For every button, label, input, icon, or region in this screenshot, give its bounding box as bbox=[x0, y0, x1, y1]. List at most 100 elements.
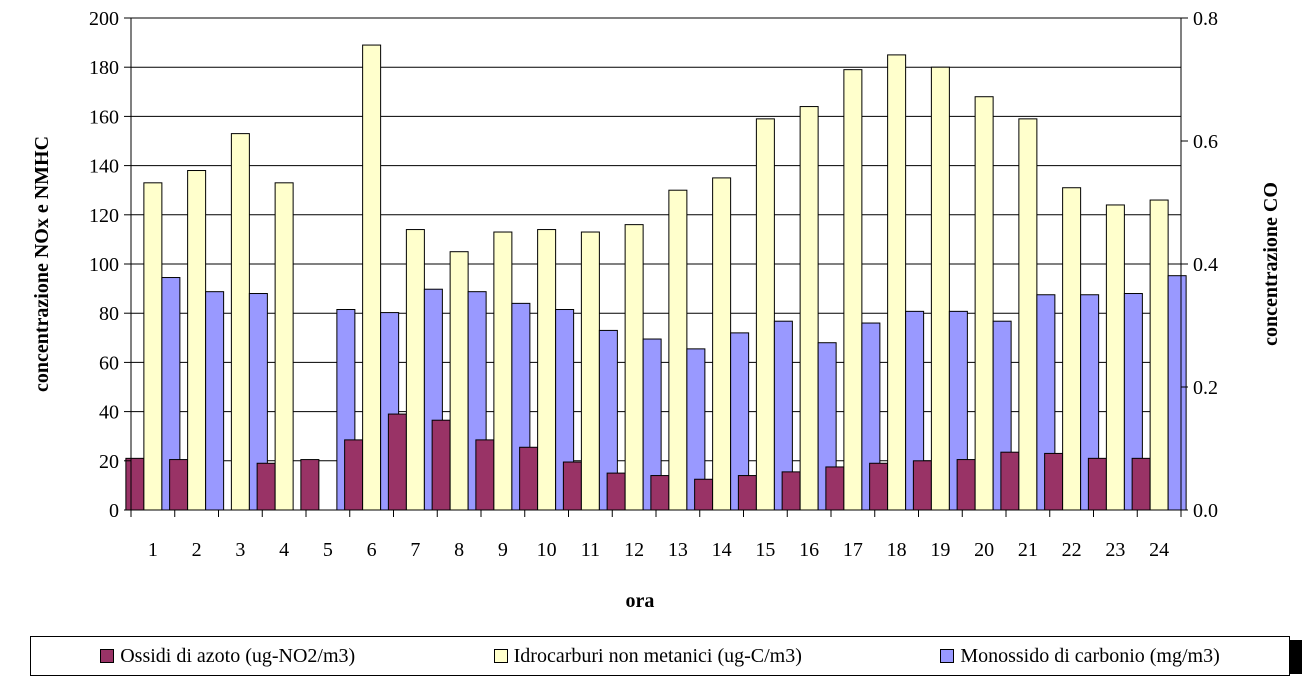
x-tick-label: 19 bbox=[930, 539, 950, 561]
bar-nmhc-2 bbox=[187, 170, 207, 511]
bar-nox-7 bbox=[387, 413, 407, 511]
bar-nox-19 bbox=[912, 460, 932, 511]
x-tick-label: 10 bbox=[537, 539, 557, 561]
bar-nmhc-14 bbox=[712, 177, 732, 511]
legend: Ossidi di azoto (ug-NO2/m3) Idrocarburi … bbox=[30, 636, 1290, 676]
y-tick-label: 120 bbox=[89, 205, 119, 227]
bar-nox-16 bbox=[781, 471, 801, 511]
x-tick-label: 24 bbox=[1149, 539, 1169, 561]
bar-nmhc-7 bbox=[405, 229, 425, 511]
y-tick-label: 80 bbox=[99, 303, 119, 325]
bar-nmhc-22 bbox=[1062, 187, 1082, 511]
y-tick-label: 160 bbox=[89, 106, 119, 128]
bar-nox-2 bbox=[169, 459, 189, 511]
bar-nox-10 bbox=[519, 446, 539, 511]
x-tick-label: 9 bbox=[498, 539, 508, 561]
bar-nox-24 bbox=[1131, 457, 1151, 511]
y-tick-label: 100 bbox=[89, 254, 119, 276]
bar-nox-11 bbox=[562, 461, 582, 511]
x-tick-label: 8 bbox=[454, 539, 464, 561]
y2-tick-label: 0.6 bbox=[1193, 131, 1218, 153]
x-tick-label: 21 bbox=[1018, 539, 1038, 561]
bar-nmhc-13 bbox=[668, 189, 688, 511]
x-tick-label: 22 bbox=[1062, 539, 1082, 561]
bar-nmhc-9 bbox=[493, 231, 513, 511]
x-tick-label: 7 bbox=[410, 539, 420, 561]
bar-nmhc-18 bbox=[887, 54, 907, 511]
bar-nox-8 bbox=[431, 419, 451, 511]
bar-nmhc-24 bbox=[1149, 199, 1169, 511]
bar-nox-23 bbox=[1087, 457, 1107, 511]
legend-swatch-nox bbox=[100, 649, 115, 663]
bar-nox-14 bbox=[694, 478, 714, 511]
x-tick-label: 17 bbox=[843, 539, 863, 561]
bar-nmhc-12 bbox=[624, 224, 644, 511]
y2-tick-label: 0.4 bbox=[1193, 254, 1218, 276]
x-tick-label: 6 bbox=[367, 539, 377, 561]
bar-nox-13 bbox=[650, 475, 670, 511]
legend-swatch-co bbox=[940, 649, 955, 663]
y2-tick-label: 0.8 bbox=[1193, 8, 1218, 30]
y-tick-label: 20 bbox=[99, 451, 119, 473]
x-tick-label: 2 bbox=[192, 539, 202, 561]
x-tick-label: 23 bbox=[1105, 539, 1125, 561]
bar-nmhc-1 bbox=[143, 182, 163, 511]
legend-label-nox: Ossidi di azoto (ug-NO2/m3) bbox=[120, 644, 356, 667]
bar-nox-5 bbox=[300, 459, 320, 511]
y-tick-label: 180 bbox=[89, 57, 119, 79]
bar-nox-1 bbox=[125, 457, 145, 511]
bar-layer bbox=[125, 44, 1187, 511]
x-tick-label: 16 bbox=[799, 539, 819, 561]
bar-nmhc-17 bbox=[843, 69, 863, 511]
y-tick-label: 40 bbox=[99, 402, 119, 424]
bar-nox-22 bbox=[1044, 452, 1064, 511]
bar-nox-21 bbox=[1000, 451, 1020, 511]
x-tick-label: 14 bbox=[712, 539, 732, 561]
bar-nox-9 bbox=[475, 439, 495, 511]
bar-nmhc-3 bbox=[230, 133, 250, 511]
x-tick-label: 4 bbox=[279, 539, 289, 561]
y-tick-label: 0 bbox=[109, 500, 119, 522]
y-tick-label: 140 bbox=[89, 156, 119, 178]
x-tick-label: 5 bbox=[323, 539, 333, 561]
y-axis-title: concentrazione NOx e NMHC bbox=[31, 136, 53, 392]
y-tick-label: 200 bbox=[89, 8, 119, 30]
bar-nox-15 bbox=[737, 475, 757, 511]
bar-nmhc-11 bbox=[580, 231, 600, 511]
bar-nmhc-15 bbox=[755, 118, 775, 511]
y2-axis-title: concentrazione CO bbox=[1260, 182, 1282, 346]
legend-item-nmhc: Idrocarburi non metanici (ug-C/m3) bbox=[493, 645, 802, 668]
bar-nmhc-20 bbox=[974, 96, 994, 511]
bar-co-2 bbox=[205, 291, 225, 511]
bar-nox-4 bbox=[256, 462, 276, 511]
legend-item-nox: Ossidi di azoto (ug-NO2/m3) bbox=[100, 645, 355, 668]
bar-nmhc-21 bbox=[1018, 118, 1038, 511]
legend-edge-block bbox=[1290, 640, 1302, 674]
label-layer: 0204060801001201401601802000.00.20.40.60… bbox=[89, 8, 1218, 561]
bar-nox-12 bbox=[606, 472, 626, 511]
x-tick-label: 11 bbox=[581, 539, 600, 561]
x-tick-label: 13 bbox=[668, 539, 688, 561]
x-tick-label: 18 bbox=[887, 539, 907, 561]
bar-nox-6 bbox=[344, 439, 364, 511]
legend-label-co: Monossido di carbonio (mg/m3) bbox=[960, 644, 1220, 667]
legend-swatch-nmhc bbox=[493, 649, 508, 663]
x-tick-label: 15 bbox=[755, 539, 775, 561]
axis-layer bbox=[124, 17, 1188, 517]
grid-layer bbox=[131, 17, 1181, 462]
bar-nox-20 bbox=[956, 459, 976, 511]
y2-tick-label: 0.0 bbox=[1193, 500, 1218, 522]
bar-nmhc-16 bbox=[799, 106, 819, 511]
bar-nox-17 bbox=[825, 466, 845, 511]
x-tick-label: 20 bbox=[974, 539, 994, 561]
bar-nmhc-23 bbox=[1105, 204, 1125, 511]
x-axis-title: ora bbox=[626, 590, 655, 612]
bar-nmhc-8 bbox=[449, 251, 469, 511]
bar-nmhc-10 bbox=[537, 229, 557, 511]
bar-nmhc-6 bbox=[362, 44, 382, 511]
x-tick-label: 1 bbox=[148, 539, 158, 561]
bar-co-24 bbox=[1167, 275, 1187, 511]
bar-nmhc-19 bbox=[930, 66, 950, 511]
chart-svg: 0204060801001201401601802000.00.20.40.60… bbox=[31, 8, 1282, 612]
